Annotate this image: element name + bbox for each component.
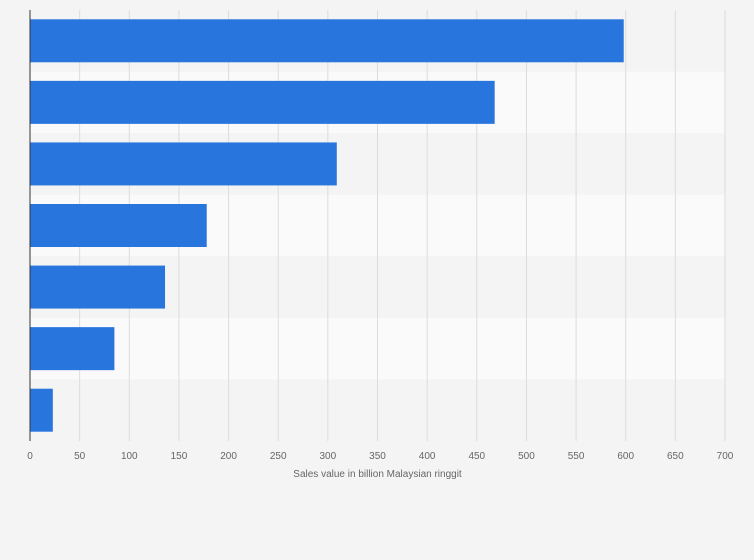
- x-axis: 0 50 100 150 200 250 300 350 400 450 500 550 600 650 7…: [27, 10, 734, 462]
- x-tick-label: 150: [171, 451, 188, 462]
- x-tick-label: 100: [121, 451, 138, 462]
- x-tick-label: 50: [74, 451, 86, 462]
- x-tick-label: 700: [717, 451, 734, 462]
- x-tick-label: 350: [369, 451, 386, 462]
- x-tick-label: 650: [667, 451, 684, 462]
- x-tick-label: 600: [617, 451, 634, 462]
- bar[interactable]: [30, 204, 207, 247]
- x-tick-label: 400: [419, 451, 436, 462]
- x-tick-label: 450: [468, 451, 485, 462]
- bar[interactable]: [30, 80, 495, 124]
- bar[interactable]: [30, 327, 115, 371]
- bars: [30, 19, 624, 432]
- x-axis-title: Sales value in billion Malaysian ringgit: [293, 469, 462, 480]
- x-tick-label: 200: [220, 451, 237, 462]
- bar[interactable]: [30, 19, 624, 63]
- bar[interactable]: [30, 388, 53, 432]
- x-tick-label: 550: [568, 451, 585, 462]
- bar[interactable]: [30, 265, 166, 309]
- bar[interactable]: [30, 142, 337, 186]
- x-tick-label: 250: [270, 451, 287, 462]
- x-tick-label: 500: [518, 451, 535, 462]
- x-tick-label: 0: [27, 451, 33, 462]
- x-tick-label: 300: [320, 451, 337, 462]
